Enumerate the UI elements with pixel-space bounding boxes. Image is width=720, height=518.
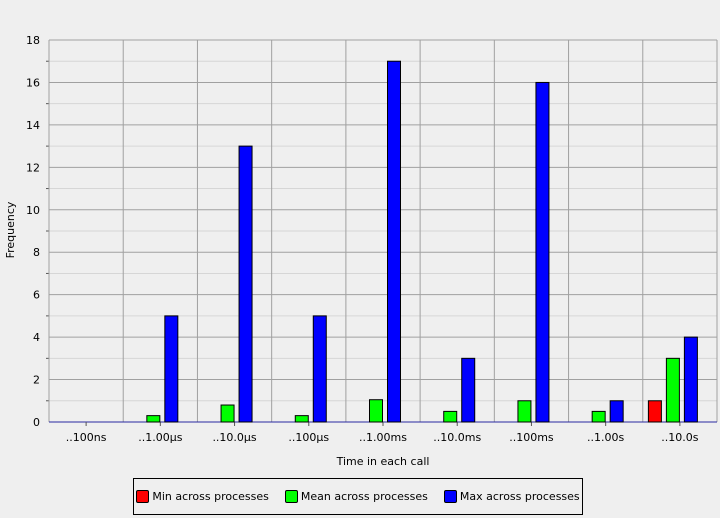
x-tick-label: ..10.0ms (433, 431, 481, 444)
bar-max (683, 336, 698, 423)
x-tick-label: ..100ns (66, 431, 107, 444)
y-tick-label: 12 (26, 161, 40, 174)
x-tick-label: ..10.0s (661, 431, 698, 444)
bar-max (387, 60, 401, 423)
legend-item-mean: Mean across processes (284, 490, 428, 503)
bar-mean (294, 415, 309, 423)
bar-mean (146, 415, 161, 423)
bar-mean (220, 404, 235, 423)
y-tick-label: 14 (26, 119, 40, 132)
bar-max (312, 315, 327, 423)
legend-swatch-min (136, 490, 150, 503)
bar-mean (517, 400, 532, 423)
legend-label-min: Min across processes (152, 490, 269, 503)
x-tick-label: ..1.00ms (359, 431, 407, 444)
y-axis-title: Frequency (4, 201, 17, 258)
x-axis-title: Time in each call (336, 455, 430, 468)
y-tick-label: 4 (33, 331, 40, 344)
y-tick-label: 18 (26, 34, 40, 47)
legend-item-min: Min across processes (136, 490, 269, 503)
x-axis: ..100ns ..1.00µs ..10.0µs ..100µs ..1.00ms..… (66, 422, 699, 444)
bar-max (461, 357, 476, 423)
y-tick-label: 6 (33, 289, 40, 302)
legend-item-max: Max across processes (443, 490, 580, 503)
legend: Min across processes Mean across process… (133, 478, 583, 515)
bars (146, 60, 698, 423)
y-axis: 0 2 4 6 8 10 12 14 16 18 (26, 34, 40, 429)
y-tick-label: 10 (26, 204, 40, 217)
bar-max (609, 400, 624, 423)
x-tick-label: ..100ms (509, 431, 554, 444)
bar-max (238, 145, 253, 423)
bar-mean (591, 410, 606, 423)
bar-min (647, 400, 662, 423)
y-tick-label: 16 (26, 76, 40, 89)
bar-max (535, 81, 550, 423)
legend-label-max: Max across processes (459, 490, 580, 503)
bar-mean (369, 399, 383, 423)
bar-mean (443, 410, 458, 423)
legend-label-mean: Mean across processes (300, 490, 428, 503)
bar-mean (665, 357, 680, 423)
x-tick-label: ..1.00µs (138, 431, 182, 444)
legend-swatch-max (443, 490, 457, 503)
y-tick-label: 8 (33, 246, 40, 259)
grid (46, 39, 718, 423)
x-tick-label: ..1.00s (587, 431, 624, 444)
y-tick-label: 0 (33, 416, 40, 429)
x-tick-label: ..10.0µs (212, 431, 256, 444)
bar-max (164, 315, 179, 423)
legend-swatch-mean (284, 490, 298, 503)
y-tick-label: 2 (33, 374, 40, 387)
x-tick-label: ..100µs (288, 431, 329, 444)
